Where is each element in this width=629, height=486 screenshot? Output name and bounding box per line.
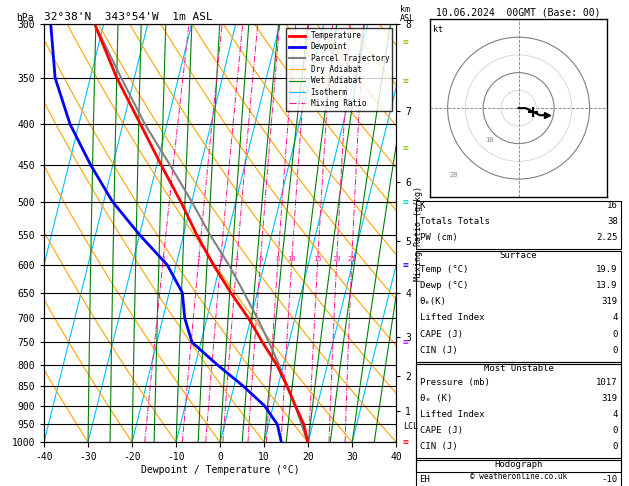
- Text: EH: EH: [420, 475, 430, 484]
- Text: CIN (J): CIN (J): [420, 442, 457, 451]
- Text: hPa: hPa: [16, 13, 33, 23]
- Text: 20: 20: [332, 256, 341, 262]
- Text: 16: 16: [607, 201, 618, 210]
- Text: ≡: ≡: [403, 37, 409, 47]
- Text: 20: 20: [450, 173, 458, 178]
- Text: Totals Totals: Totals Totals: [420, 217, 489, 226]
- Text: 2: 2: [196, 256, 201, 262]
- Text: 32°38'N  343°54'W  1m ASL: 32°38'N 343°54'W 1m ASL: [44, 12, 213, 22]
- Text: ≡: ≡: [403, 197, 409, 207]
- Text: 1017: 1017: [596, 378, 618, 387]
- Text: 19.9: 19.9: [596, 265, 618, 275]
- Legend: Temperature, Dewpoint, Parcel Trajectory, Dry Adiabat, Wet Adiabat, Isotherm, Mi: Temperature, Dewpoint, Parcel Trajectory…: [286, 28, 392, 111]
- Text: CIN (J): CIN (J): [420, 346, 457, 355]
- Text: Lifted Index: Lifted Index: [420, 313, 484, 323]
- Text: Lifted Index: Lifted Index: [420, 410, 484, 419]
- Text: LCL: LCL: [403, 422, 418, 431]
- Text: 1: 1: [161, 256, 165, 262]
- Text: 0: 0: [612, 426, 618, 435]
- Text: ≡: ≡: [403, 76, 409, 86]
- Text: PW (cm): PW (cm): [420, 233, 457, 242]
- Text: θₑ (K): θₑ (K): [420, 394, 452, 403]
- Text: 0: 0: [612, 330, 618, 339]
- Text: 4: 4: [235, 256, 239, 262]
- Text: 10: 10: [485, 137, 493, 143]
- Text: K: K: [420, 201, 425, 210]
- Y-axis label: Mixing Ratio (g/kg): Mixing Ratio (g/kg): [414, 186, 423, 281]
- Text: 2.25: 2.25: [596, 233, 618, 242]
- Text: 3: 3: [218, 256, 223, 262]
- Text: Dewp (°C): Dewp (°C): [420, 281, 468, 291]
- X-axis label: Dewpoint / Temperature (°C): Dewpoint / Temperature (°C): [141, 465, 299, 475]
- Text: Pressure (mb): Pressure (mb): [420, 378, 489, 387]
- Text: 25: 25: [347, 256, 356, 262]
- Text: Hodograph: Hodograph: [494, 460, 543, 469]
- Text: 6: 6: [259, 256, 262, 262]
- Text: km
ASL: km ASL: [400, 5, 415, 23]
- Text: 38: 38: [607, 217, 618, 226]
- Text: CAPE (J): CAPE (J): [420, 426, 462, 435]
- Text: Most Unstable: Most Unstable: [484, 364, 554, 373]
- Text: 15: 15: [313, 256, 322, 262]
- Text: CAPE (J): CAPE (J): [420, 330, 462, 339]
- Text: 10.06.2024  00GMT (Base: 00): 10.06.2024 00GMT (Base: 00): [437, 7, 601, 17]
- Text: 319: 319: [601, 394, 618, 403]
- Text: 0: 0: [612, 442, 618, 451]
- Text: 4: 4: [612, 313, 618, 323]
- Text: 0: 0: [612, 346, 618, 355]
- Text: © weatheronline.co.uk: © weatheronline.co.uk: [470, 472, 567, 481]
- Text: ≡: ≡: [403, 143, 409, 153]
- Text: 8: 8: [276, 256, 280, 262]
- Text: ≡: ≡: [403, 337, 409, 347]
- Text: 10: 10: [287, 256, 296, 262]
- Text: Surface: Surface: [500, 251, 537, 260]
- Text: 13.9: 13.9: [596, 281, 618, 291]
- Text: Temp (°C): Temp (°C): [420, 265, 468, 275]
- Text: ≡: ≡: [403, 260, 409, 270]
- Text: θₑ(K): θₑ(K): [420, 297, 447, 307]
- Text: -10: -10: [601, 475, 618, 484]
- Text: kt: kt: [433, 25, 443, 34]
- Text: 319: 319: [601, 297, 618, 307]
- Text: 4: 4: [612, 410, 618, 419]
- Text: ≡: ≡: [403, 437, 409, 447]
